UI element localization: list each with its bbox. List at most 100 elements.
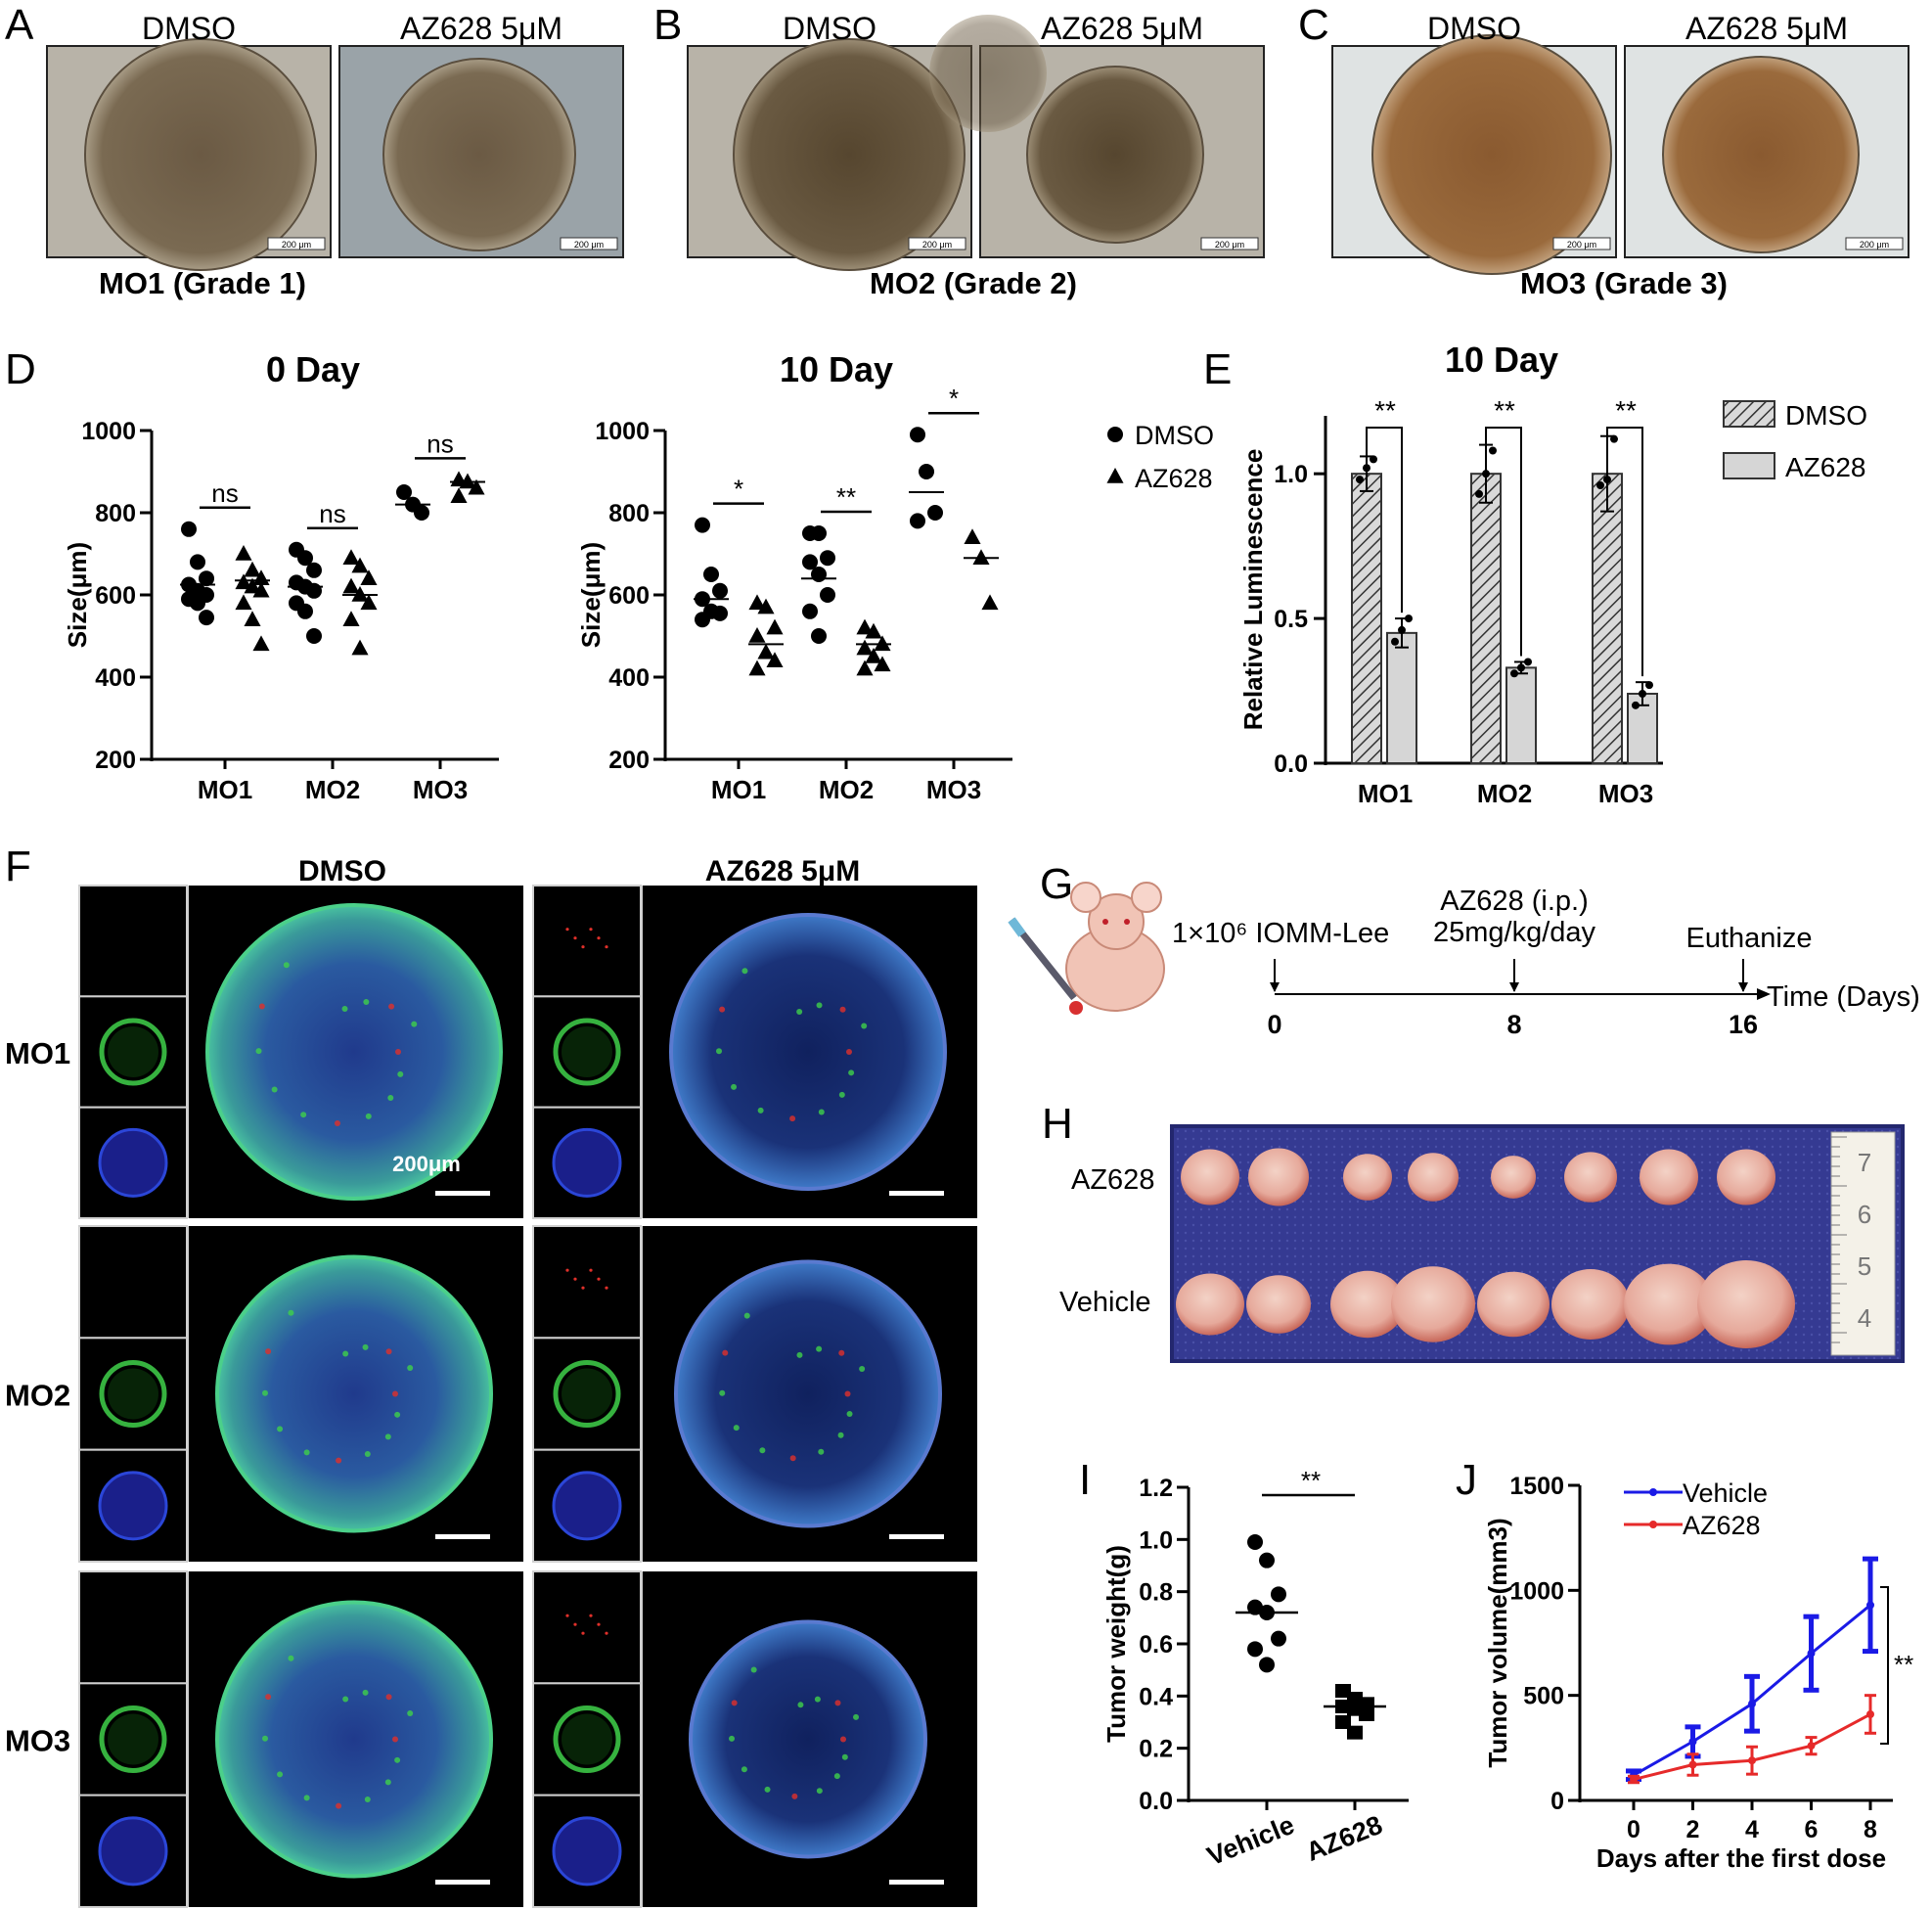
green-channel-organoid bbox=[553, 1018, 621, 1086]
tumor-az628 bbox=[1564, 1152, 1617, 1203]
replicate-point bbox=[1475, 489, 1483, 498]
tumor-az628 bbox=[1408, 1153, 1459, 1202]
scale-bar bbox=[1845, 237, 1904, 250]
row-label: MO2 bbox=[5, 1379, 70, 1413]
cell-signal bbox=[288, 1309, 294, 1316]
point-dmso bbox=[927, 505, 943, 521]
replicate-point bbox=[1639, 690, 1646, 698]
y-tick-label: 400 bbox=[608, 664, 650, 692]
scale-bar bbox=[1552, 237, 1611, 250]
cell-signal bbox=[750, 1666, 757, 1673]
point-vehicle bbox=[1247, 1641, 1263, 1658]
cell-signal bbox=[719, 1389, 726, 1396]
red-signal bbox=[573, 1622, 577, 1626]
point-az628 bbox=[342, 611, 360, 626]
row-label-az628: AZ628 bbox=[1071, 1164, 1154, 1196]
cell-signal bbox=[837, 1432, 844, 1438]
cell-signal bbox=[729, 1735, 736, 1742]
y-axis-label: Tumor weight(g) bbox=[1101, 1545, 1131, 1743]
point-dmso bbox=[297, 550, 313, 567]
x-tick-label: MO3 bbox=[926, 775, 981, 804]
point-az628 bbox=[766, 652, 784, 667]
row-label: MO1 bbox=[5, 1036, 70, 1070]
ruler-mark: 7 bbox=[1858, 1148, 1871, 1177]
cell-signal bbox=[303, 1449, 310, 1456]
mouse-eye bbox=[1124, 919, 1130, 925]
cell-signal bbox=[844, 1390, 851, 1397]
significance-label: ns bbox=[211, 478, 238, 508]
cell-signal bbox=[362, 1343, 369, 1350]
timeline-label-drug: AZ628 (i.p.) bbox=[1440, 886, 1589, 917]
green-channel-fill bbox=[108, 1368, 158, 1420]
data-point bbox=[1807, 1649, 1816, 1658]
significance-bracket bbox=[1485, 427, 1522, 657]
panel-letter-C: C bbox=[1298, 1, 1329, 49]
cell-signal bbox=[387, 1094, 394, 1101]
ruler-mark: 4 bbox=[1858, 1303, 1871, 1333]
cell-signal bbox=[796, 1351, 803, 1358]
blue-channel-organoid bbox=[552, 1816, 622, 1887]
point-dmso bbox=[695, 517, 710, 533]
x-tick-label: MO2 bbox=[819, 775, 874, 804]
cell-signal bbox=[797, 1702, 804, 1708]
point-dmso bbox=[820, 550, 835, 567]
cell-signal bbox=[838, 1091, 845, 1098]
point-az628 bbox=[235, 594, 252, 611]
blue-channel-organoid bbox=[98, 1471, 168, 1541]
timeline-marker-head bbox=[1738, 982, 1748, 992]
green-channel-fill bbox=[562, 1026, 612, 1077]
cell-signal bbox=[789, 1115, 796, 1122]
cell-signal bbox=[859, 1365, 866, 1372]
data-point bbox=[1688, 1760, 1697, 1769]
scale-bar bbox=[267, 237, 326, 250]
point-az628 bbox=[865, 622, 882, 639]
x-tick-label: MO3 bbox=[1598, 779, 1653, 808]
cell-signal bbox=[816, 1002, 823, 1009]
cell-signal bbox=[407, 1365, 414, 1372]
replicate-point bbox=[1632, 701, 1640, 709]
timeline-label-dose: 25mg/kg/day bbox=[1433, 917, 1596, 948]
red-signal bbox=[597, 1622, 601, 1626]
data-point bbox=[1630, 1775, 1638, 1784]
replicate-point bbox=[1510, 669, 1518, 678]
replicate-point bbox=[1489, 446, 1497, 455]
y-axis-label: Size(μm) bbox=[63, 542, 92, 648]
cell-signal bbox=[834, 1700, 841, 1706]
cell-signal bbox=[265, 1348, 272, 1355]
row-label: MO3 bbox=[5, 1724, 70, 1758]
cell-signal bbox=[731, 1083, 738, 1090]
cell-signal bbox=[277, 1771, 284, 1778]
point-dmso bbox=[712, 582, 728, 599]
data-point bbox=[1748, 1756, 1756, 1765]
point-az628 bbox=[964, 528, 981, 544]
point-az628 bbox=[342, 549, 360, 565]
cell-signal bbox=[741, 968, 748, 975]
label-az628: AZ628 5μM bbox=[1685, 11, 1848, 46]
cell-signal bbox=[743, 1312, 750, 1319]
green-channel-organoid bbox=[99, 1018, 167, 1086]
y-tick-label: 0.0 bbox=[1139, 1788, 1173, 1815]
label-az628: AZ628 5μM bbox=[1041, 11, 1203, 46]
legend-marker-dmso bbox=[1107, 427, 1123, 442]
green-channel-organoid bbox=[553, 1360, 621, 1428]
tumor-vehicle bbox=[1246, 1275, 1311, 1334]
micrograph-caption: MO2 (Grade 2) bbox=[870, 266, 1077, 300]
bar-dmso bbox=[1351, 473, 1382, 764]
significance-bracket bbox=[1606, 427, 1643, 677]
y-axis-label: Tumor volume(mm3) bbox=[1483, 1518, 1512, 1767]
cell-signal bbox=[846, 1411, 853, 1418]
replicate-point bbox=[1517, 663, 1525, 672]
significance-bracket bbox=[1880, 1586, 1889, 1745]
mouse-eye bbox=[1102, 919, 1108, 925]
cell-signal bbox=[839, 1006, 846, 1013]
significance-label: ** bbox=[1494, 395, 1515, 426]
cell-signal bbox=[719, 1006, 726, 1013]
point-dmso bbox=[190, 554, 205, 570]
point-az628 bbox=[757, 643, 775, 659]
cell-signal bbox=[818, 1109, 825, 1115]
legend-label-dmso: DMSO bbox=[1135, 421, 1214, 450]
cell-signal bbox=[365, 1113, 372, 1119]
y-tick-label: 600 bbox=[95, 582, 136, 610]
cell-signal bbox=[818, 1448, 825, 1455]
